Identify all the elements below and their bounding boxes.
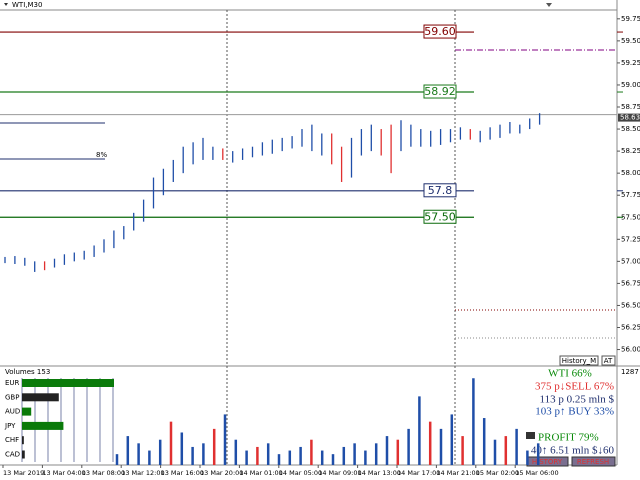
currency-label: JPY (4, 422, 16, 430)
y-tick-label: 58.75 (621, 103, 640, 111)
level-label-box (423, 209, 457, 224)
currency-label: AUD (5, 408, 20, 416)
x-tick-label: 13 Mar 16:00 (161, 469, 204, 477)
level-label: 57.8 (428, 184, 453, 197)
dropdown-icon[interactable] (4, 3, 8, 6)
x-tick-label: 15 Mar 02:00 (476, 469, 519, 477)
level-label-box (423, 24, 457, 39)
strength-bar (22, 407, 32, 416)
at-button[interactable] (601, 355, 616, 366)
level-label-box (423, 84, 457, 99)
y-tick-label: 58.25 (621, 147, 640, 155)
y-tick-label: 58.00 (621, 169, 640, 177)
history-button-label[interactable]: History_M (562, 357, 596, 365)
x-tick-label: 15 Mar 06:00 (515, 469, 558, 477)
y-tick-label: 57.75 (621, 191, 640, 199)
y-tick-label: 58.50 (621, 125, 640, 133)
x-tick-label: 14 Mar 05:00 (279, 469, 322, 477)
x-tick-label: 13 Mar 04:00 (42, 469, 85, 477)
x-tick-label: 13 Mar 12:00 (121, 469, 164, 477)
currency-label: CAD (5, 451, 20, 459)
level-label: 57.50 (424, 210, 456, 223)
y-tick-label: 56.75 (621, 279, 640, 287)
shift-marker (546, 3, 552, 7)
x-tick-label: 14 Mar 21:00 (436, 469, 479, 477)
panel-profit: PROFIT 79% (538, 432, 599, 444)
level-label: 59.60 (424, 25, 456, 38)
currency-label: GBP (5, 393, 19, 401)
x-tick-label: 13 Mar 2019 (3, 469, 44, 477)
history-tab-label[interactable]: HISTORY (532, 458, 563, 466)
x-tick-label: 14 Mar 17:00 (397, 469, 440, 477)
y-tick-label: 57.50 (621, 213, 640, 221)
y-tick-label: 56.50 (621, 301, 640, 309)
at-button-label[interactable]: AT (604, 357, 613, 365)
strength-bar (22, 450, 25, 459)
y-tick-label: 59.75 (621, 15, 640, 23)
panel-volume: 113 p 0.25 mln $ (540, 394, 615, 406)
percent-note: 8% (96, 151, 107, 159)
strength-bar (22, 379, 114, 387)
level-label: 58.92 (424, 85, 456, 98)
y-tick-label: 59.50 (621, 37, 640, 45)
y-tick-label: 57.00 (621, 257, 640, 265)
strength-bar (22, 421, 64, 430)
x-tick-label: 13 Mar 20:00 (200, 469, 243, 477)
strength-bar (22, 393, 59, 402)
refresh-button[interactable] (571, 456, 616, 467)
y-tick-label: 59.00 (621, 81, 640, 89)
volume-max-label: 1287 (621, 368, 639, 376)
refresh-button-label[interactable]: REFRESH (577, 458, 609, 466)
x-tick-label: 14 Mar 09:00 (318, 469, 361, 477)
currency-label: CHF (5, 436, 19, 444)
current-price-box (618, 113, 640, 122)
panel-sell: 375 p↓SELL 67% (535, 381, 614, 393)
volumes-title: Volumes 153 (5, 368, 50, 376)
currency-label: EUR (5, 379, 20, 387)
history-button[interactable] (559, 355, 599, 366)
panel-symbol: WTI 66% (548, 368, 592, 380)
y-tick-label: 57.25 (621, 235, 640, 243)
current-price-label: 58.63 (620, 114, 640, 122)
panel-buy: 103 p↑ BUY 33% (535, 406, 614, 418)
window-title: WTI,M30 (12, 1, 42, 9)
y-tick-label: 59.25 (621, 59, 640, 67)
y-tick-label: 56.00 (621, 346, 640, 354)
panel-summary: 40↑ 6.51 mln $↓60 (531, 445, 615, 457)
y-tick-label: 56.25 (621, 323, 640, 331)
level-label-box (423, 183, 457, 198)
x-tick-label: 14 Mar 01:00 (239, 469, 282, 477)
strength-bar (22, 436, 24, 445)
profit-icon (526, 432, 535, 439)
x-tick-label: 13 Mar 08:00 (82, 469, 125, 477)
x-tick-label: 14 Mar 13:00 (358, 469, 401, 477)
